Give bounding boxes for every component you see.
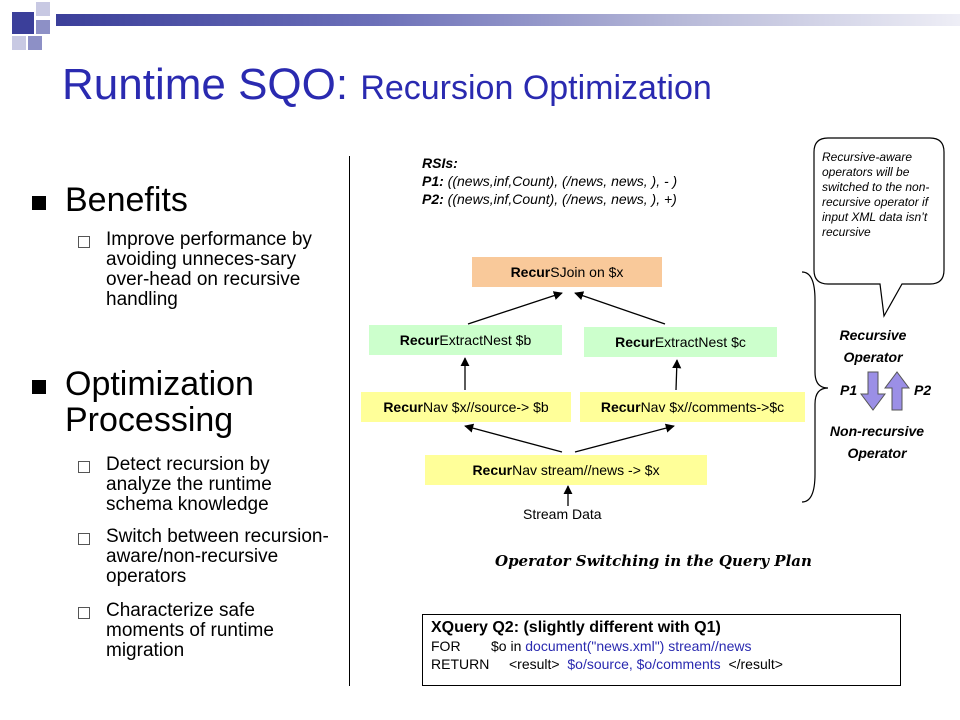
p2-label: P2	[914, 382, 932, 398]
rsi-p1-label: P1:	[422, 173, 444, 189]
benefits-heading: Benefits	[65, 181, 188, 219]
rsi-p2-value: ((news,inf,Count), (/news, news, ), +)	[443, 191, 677, 207]
p2-up-arrow	[884, 371, 910, 411]
optimization-item: Detect recursion by analyze the runtime …	[78, 455, 338, 515]
plan-node-nav-x: Recur Nav stream//news -> $x	[425, 455, 707, 485]
curly-brace	[801, 271, 829, 503]
callout-bubble	[813, 137, 945, 318]
plan-node-extract-b-bold: Recur	[399, 332, 440, 348]
plan-node-nav-c: Recur Nav $x//comments->$c	[580, 392, 805, 422]
decor-square	[28, 36, 42, 50]
plan-node-extract-b-text: ExtractNest $b	[439, 332, 532, 348]
optimization-item-text: Characterize safe moments of runtime mig…	[106, 600, 274, 661]
title-sub: Recursion Optimization	[360, 69, 712, 107]
callout-text: Recursive-aware operators will be switch…	[822, 150, 930, 239]
xquery-for-keyword: FOR	[431, 638, 461, 654]
plan-node-nav-x-bold: Recur	[472, 462, 513, 478]
plan-node-extract-b: Recur ExtractNest $b	[369, 325, 562, 355]
rsi-label: RSIs:	[422, 155, 458, 171]
slide-title: Runtime SQO: Recursion Optimization	[62, 60, 712, 110]
plan-node-nav-x-text: Nav stream//news -> $x	[512, 462, 660, 478]
nonrecursive-operator-label: Non-recursive Operator	[822, 420, 932, 464]
plan-node-extract-c-bold: Recur	[615, 334, 655, 350]
title-main: Runtime SQO:	[62, 60, 361, 109]
nonrecursive-operator-line2: Operator	[847, 445, 907, 461]
xquery-for-expr: document("news.xml") stream//news	[525, 638, 752, 654]
recursive-operator-line1: Recursive	[839, 327, 907, 343]
p1-down-arrow	[860, 371, 886, 411]
plan-node-sjoin-bold: Recur	[510, 264, 551, 280]
arrow-navx-to-navc	[574, 423, 675, 453]
diagram-caption: Operator Switching in the Query Plan	[495, 552, 812, 570]
decor-square	[12, 12, 34, 34]
plan-node-nav-c-text: Nav $x//comments->$c	[640, 399, 785, 415]
xquery-box: XQuery Q2: (slightly different with Q1) …	[422, 614, 901, 686]
square-bullet-icon	[78, 607, 90, 619]
plan-node-sjoin-text: SJoin on $x	[550, 264, 624, 280]
xquery-heading: XQuery Q2: (slightly different with Q1)	[431, 619, 721, 636]
bullet-icon	[32, 196, 46, 210]
decor-square	[12, 36, 26, 50]
nonrecursive-operator-line1: Non-recursive	[829, 423, 925, 439]
square-bullet-icon	[78, 533, 90, 545]
decor-square	[36, 2, 50, 16]
column-divider	[349, 156, 350, 686]
rsi-block: RSIs: P1: ((news,inf,Count), (/news, new…	[422, 154, 677, 208]
optimization-heading: Optimization Processing	[65, 366, 254, 438]
decor-square	[36, 20, 50, 34]
square-bullet-icon	[78, 236, 90, 248]
arrow-navx-to-navb	[464, 423, 563, 453]
rsi-p2-label: P2:	[422, 191, 444, 207]
recursive-operator-line2: Operator	[843, 349, 903, 365]
benefits-item: Improve performance by avoiding unneces-…	[78, 230, 338, 310]
xquery-result-close: </result>	[728, 656, 783, 672]
plan-node-nav-b: Recur Nav $x//source-> $b	[361, 392, 571, 422]
optimization-item-text: Detect recursion by analyze the runtime …	[106, 454, 272, 515]
xquery-for-line: FOR $o in document("news.xml") stream//ne…	[431, 637, 892, 655]
p1-label: P1	[840, 382, 858, 398]
xquery-return-expr: $o/source, $o/comments	[567, 656, 721, 672]
square-bullet-icon	[78, 461, 90, 473]
plan-node-nav-b-bold: Recur	[383, 399, 423, 415]
benefits-item-text: Improve performance by avoiding unneces-…	[106, 229, 312, 310]
optimization-item: Characterize safe moments of runtime mig…	[78, 601, 338, 661]
arrow-navc-to-extractc	[672, 359, 682, 391]
optimization-item-text: Switch between recursion-aware/non-recur…	[106, 526, 329, 587]
xquery-return-keyword: RETURN	[431, 656, 490, 672]
arrow-extractb-to-sjoin	[467, 291, 563, 325]
recursive-operator-label: Recursive Operator	[818, 324, 928, 368]
bullet-icon	[32, 380, 46, 394]
plan-node-extract-c: Recur ExtractNest $c	[584, 327, 777, 357]
plan-node-sjoin: Recur SJoin on $x	[472, 257, 662, 287]
rsi-p1-value: ((news,inf,Count), (/news, news, ), - )	[443, 173, 678, 189]
plan-node-nav-b-text: Nav $x//source-> $b	[423, 399, 549, 415]
plan-node-extract-c-text: ExtractNest $c	[654, 334, 746, 350]
xquery-for-var: $o in	[491, 638, 526, 654]
arrow-extractc-to-sjoin	[574, 291, 666, 325]
optimization-item: Switch between recursion-aware/non-recur…	[78, 527, 338, 587]
plan-node-nav-c-bold: Recur	[600, 399, 641, 415]
header-gradient-bar	[56, 14, 960, 26]
optimization-heading-line1: Optimization	[65, 365, 254, 403]
optimization-heading-line2: Processing	[65, 401, 234, 439]
stream-data-label: Stream Data	[523, 506, 602, 522]
xquery-result-open: <result>	[509, 656, 560, 672]
xquery-return-line: RETURN <result> $o/source, $o/comments </…	[431, 655, 892, 673]
